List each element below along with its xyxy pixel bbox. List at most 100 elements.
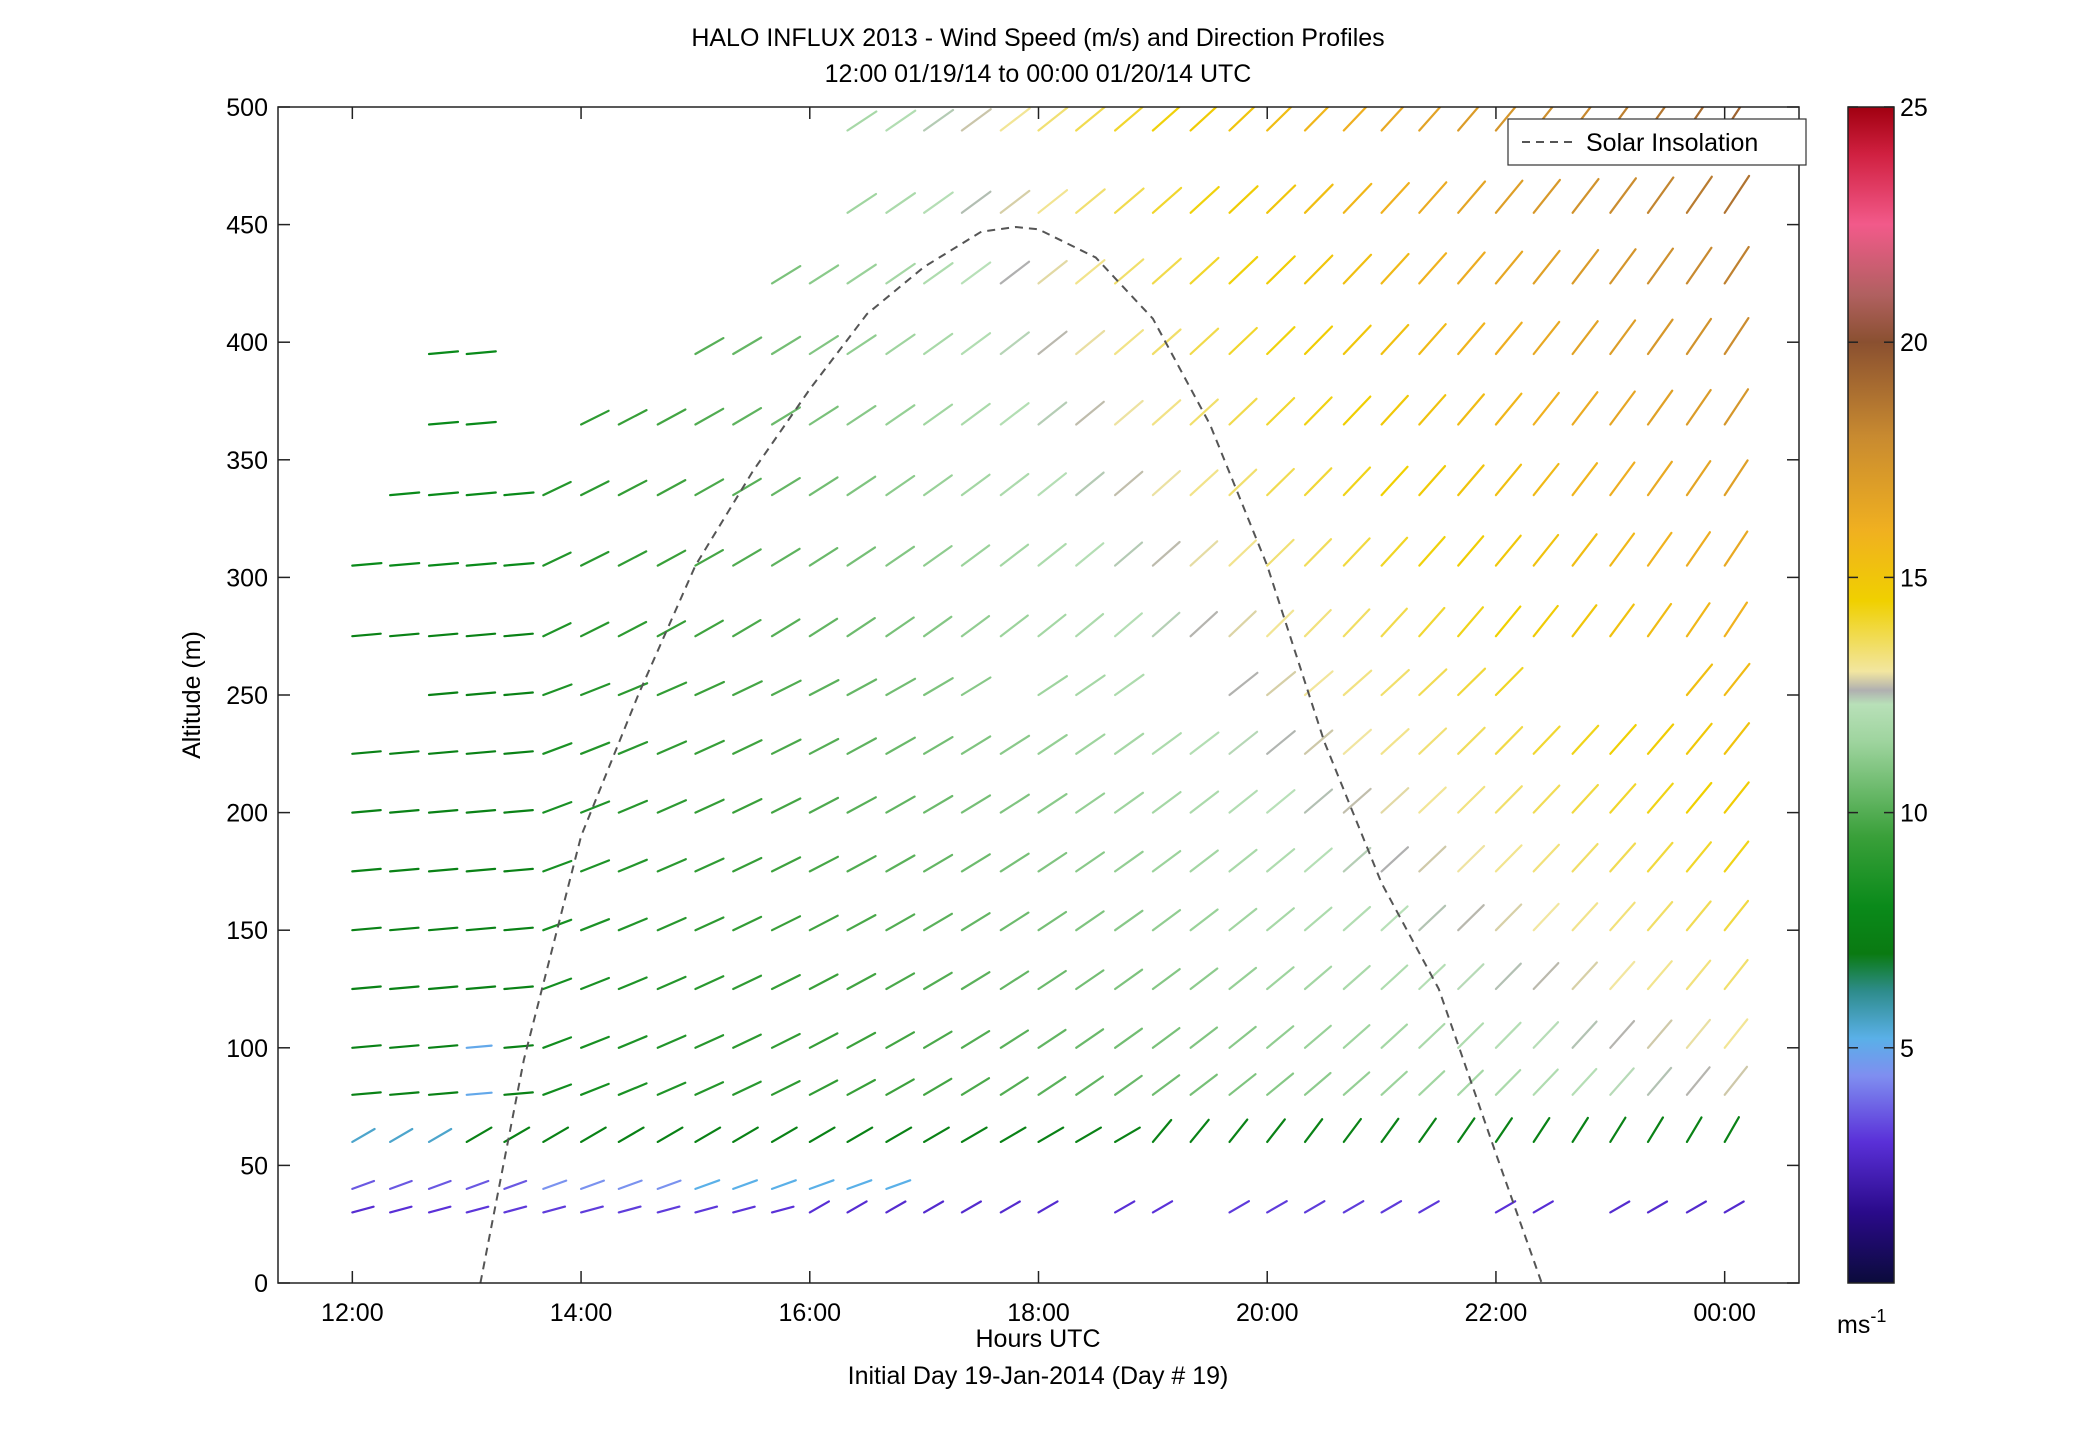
wind-barb: [1228, 730, 1259, 755]
wind-barb: [885, 474, 916, 497]
wind-barb: [1228, 610, 1257, 638]
wind-barb: [1151, 967, 1181, 991]
wind-barb: [922, 1126, 950, 1144]
wind-barb: [732, 739, 763, 755]
wind-barb: [1342, 253, 1373, 285]
wind-barb: [465, 1205, 490, 1214]
wind-barb: [389, 1205, 413, 1214]
wind-barb: [1075, 542, 1105, 567]
wind-barb: [1303, 906, 1333, 932]
wind-barb: [1075, 188, 1106, 214]
wind-barb: [1380, 465, 1409, 497]
wind-barb: [1303, 788, 1334, 814]
wind-barb: [1075, 674, 1106, 697]
wind-barb: [1266, 397, 1296, 426]
wind-barb: [808, 264, 840, 285]
wind-barb: [656, 1205, 681, 1214]
wind-barb: [694, 916, 725, 932]
y-tick-label: 400: [226, 329, 268, 357]
wind-barb: [885, 616, 915, 638]
wind-barb: [1342, 324, 1372, 356]
wind-barb: [846, 1200, 868, 1214]
wind-barb: [617, 1126, 645, 1144]
wind-barb: [1418, 1070, 1446, 1096]
wind-barb: [1228, 185, 1259, 214]
wind-barb: [999, 1029, 1030, 1049]
wind-barb: [351, 985, 382, 991]
wind-barb: [846, 475, 877, 497]
wind-barb: [1609, 1116, 1627, 1144]
wind-barb: [732, 1126, 759, 1144]
wind-barb: [542, 683, 573, 697]
wind-barb: [1685, 602, 1711, 638]
wind-barb: [922, 403, 954, 426]
wind-barb: [1685, 246, 1713, 285]
wind-barb: [1380, 964, 1409, 991]
wind-barb: [1266, 184, 1297, 214]
wind-barb: [960, 544, 991, 567]
wind-barb: [1571, 249, 1600, 285]
wind-barb: [1457, 251, 1486, 285]
wind-barb: [1646, 1019, 1673, 1049]
wind-barb: [808, 405, 839, 426]
wind-barb: [1228, 326, 1258, 356]
wind-barb: [1037, 969, 1067, 991]
x-axis-label: Hours UTC: [975, 1325, 1100, 1353]
wind-barb: [770, 1126, 798, 1144]
wind-barb: [1228, 671, 1259, 697]
wind-barb: [1151, 107, 1182, 132]
wind-barb: [1342, 1200, 1365, 1214]
wind-barb: [960, 853, 991, 873]
wind-barb: [1151, 849, 1182, 873]
wind-barb: [1646, 900, 1674, 932]
wind-barb: [617, 550, 648, 567]
wind-barb: [1571, 1116, 1590, 1144]
wind-barb: [770, 973, 801, 991]
wind-barb: [503, 750, 534, 755]
y-axis: 0 50 100 150 200 250 300 350 400 450 500: [226, 94, 1799, 1298]
x-tick-label: 16:00: [778, 1299, 841, 1327]
wind-barb: [999, 1126, 1027, 1144]
wind-barb: [1189, 469, 1219, 497]
colorbar-frame: [1847, 106, 1895, 1284]
wind-barb: [1266, 467, 1295, 497]
wind-barb: [846, 1179, 873, 1191]
wind-barb: [617, 479, 648, 497]
wind-barb: [694, 739, 725, 755]
wind-barb: [1037, 733, 1068, 755]
wind-barb: [1571, 604, 1598, 638]
wind-barb: [656, 975, 687, 991]
wind-barb: [465, 420, 497, 426]
wind-barb: [1532, 604, 1559, 638]
wind-barb: [1685, 1200, 1708, 1214]
wind-barb: [579, 480, 610, 497]
wind-barb: [1685, 663, 1714, 697]
wind-barb: [1075, 259, 1106, 285]
wind-barb: [1380, 1023, 1409, 1049]
wind-barb: [885, 795, 916, 814]
wind-barb: [1113, 850, 1144, 873]
wind-barb: [770, 406, 802, 426]
wind-barb: [503, 985, 534, 991]
wind-barb: [960, 971, 991, 991]
wind-barb: [1532, 1116, 1551, 1144]
wind-barb: [1151, 186, 1183, 214]
wind-barb: [1494, 1068, 1522, 1096]
wind-barb: [1646, 960, 1673, 991]
wind-barb: [808, 796, 840, 814]
wind-barb: [885, 854, 916, 873]
wind-barb: [694, 798, 725, 814]
chart-title: HALO INFLUX 2013 - Wind Speed (m/s) and …: [691, 24, 1384, 52]
wind-barb: [1723, 317, 1750, 356]
wind-barb: [427, 350, 460, 356]
wind-barb: [960, 614, 991, 638]
wind-barb: [732, 1179, 759, 1191]
wind-barb: [1723, 781, 1750, 814]
wind-barb: [1418, 1117, 1437, 1144]
wind-barb: [732, 856, 763, 873]
wind-barb: [694, 548, 725, 567]
wind-barb: [1532, 784, 1561, 814]
wind-barb: [617, 1035, 648, 1049]
wind-barb: [1609, 177, 1638, 214]
wind-barb: [1457, 1022, 1485, 1049]
